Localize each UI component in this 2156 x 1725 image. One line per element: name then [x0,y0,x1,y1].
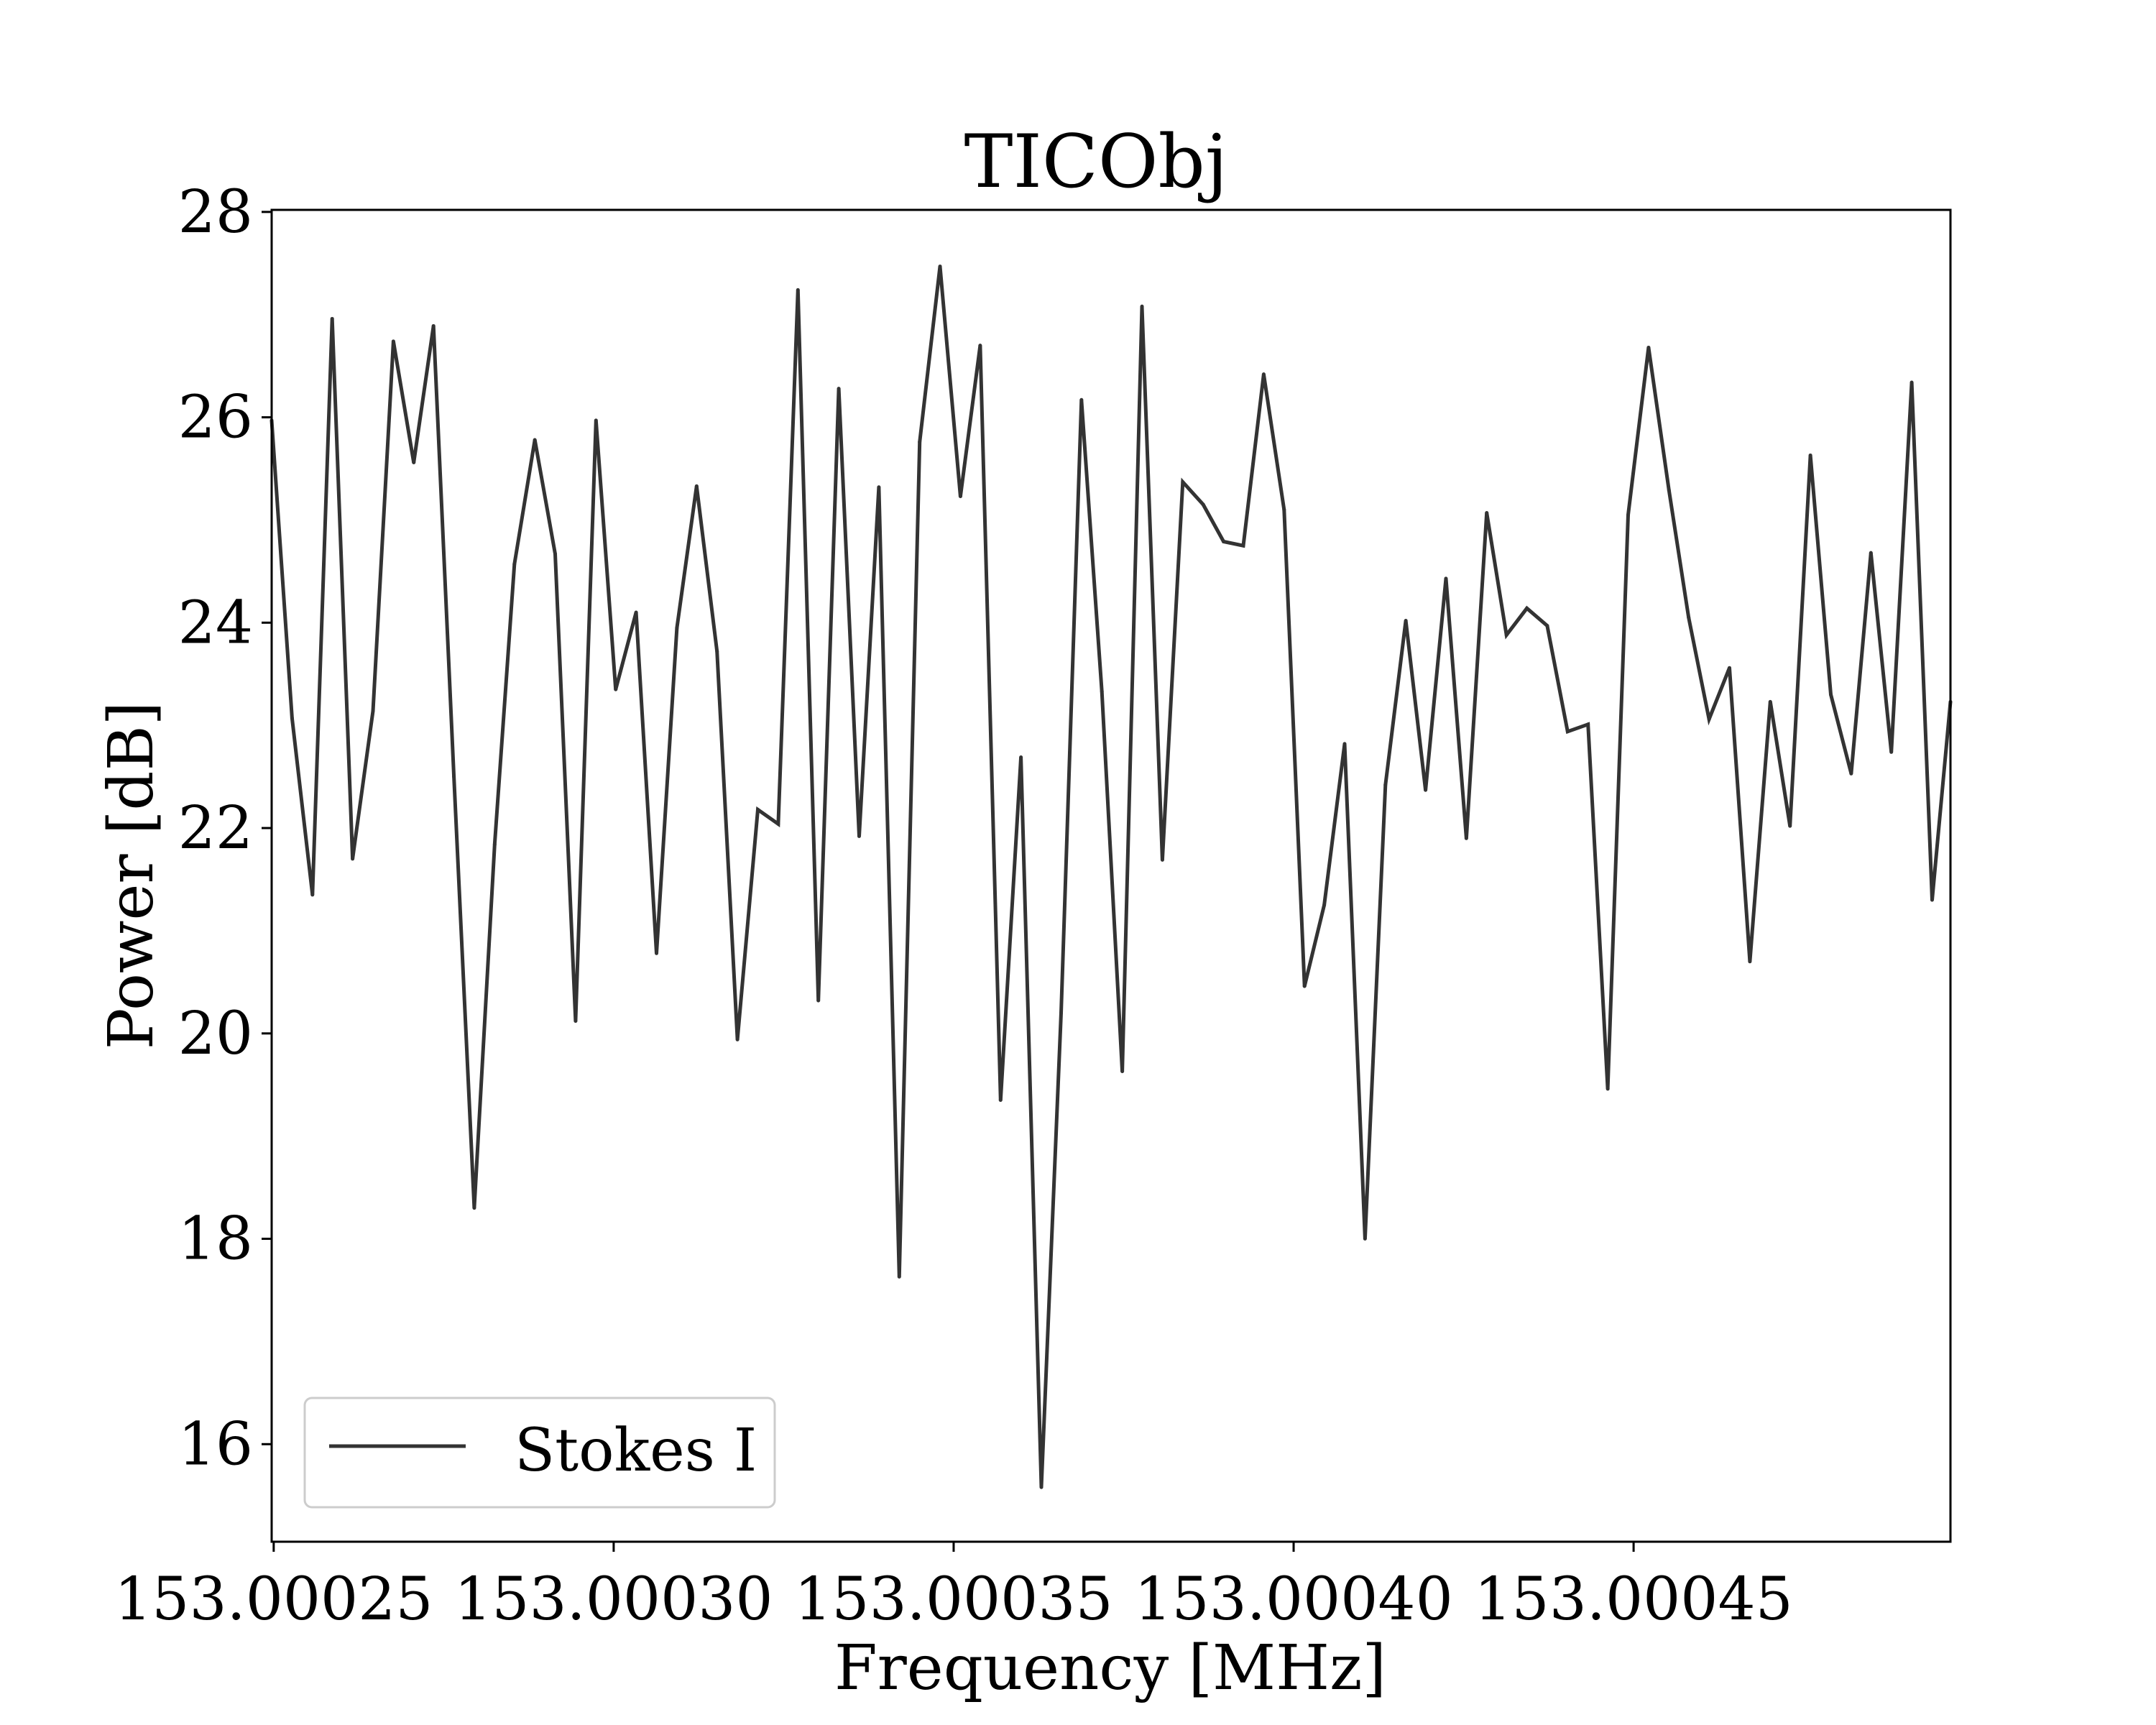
y-tick-label: 22 [178,794,253,862]
y-tick-label: 28 [178,178,253,247]
y-tick-label: 24 [178,589,253,657]
chart-title: TICObj [964,119,1228,205]
x-tick-label: 153.00030 [454,1565,773,1634]
legend-box [303,1397,776,1509]
y-tick-label: 20 [178,1000,253,1068]
y-tick-label: 16 [178,1410,253,1478]
x-tick-label: 153.00035 [794,1565,1112,1634]
x-tick-label: 153.00025 [114,1565,433,1634]
x-axis-label: Frequency [MHz] [834,1632,1386,1704]
legend: Stokes I [303,1397,776,1509]
x-tick-label: 153.00045 [1474,1565,1792,1634]
y-axis-label: Power [dB] [96,702,167,1049]
series-line-stokes-i [270,266,1953,1488]
legend-label-stokes-i: Stokes I [515,1417,757,1485]
x-axis: 153.00025 153.00030 153.00035 153.00040 153.… [114,1542,1793,1634]
plot-frame [270,208,1952,1543]
y-tick-label: 26 [178,384,253,452]
y-tick-label: 18 [178,1205,253,1274]
y-axis: 16 18 20 22 24 26 28 [178,178,272,1478]
x-tick-label: 153.00040 [1134,1565,1452,1634]
